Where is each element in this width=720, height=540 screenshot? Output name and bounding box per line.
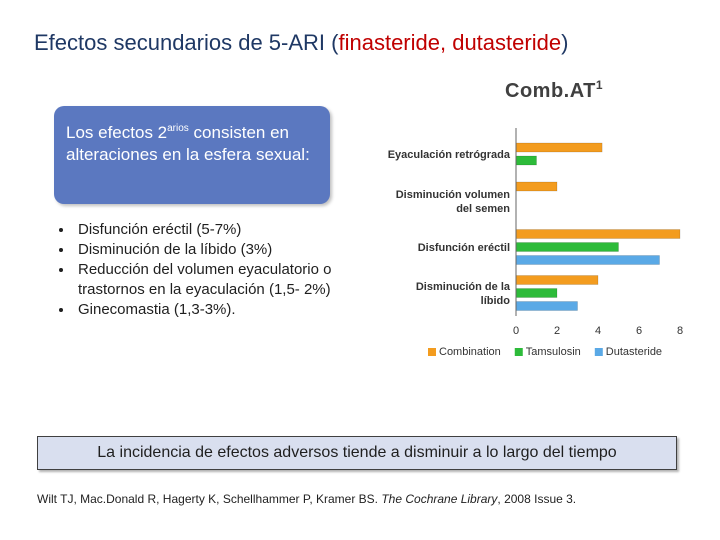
title-drugs: finasteride, dutasteride <box>338 30 562 55</box>
info-text-after: consisten en alteraciones en la esfera s… <box>66 123 310 164</box>
bar-dutasteride <box>515 255 660 265</box>
bar-combination <box>515 275 599 285</box>
bar-tamsulosin <box>515 242 619 252</box>
x-tick-label: 2 <box>554 325 560 337</box>
legend-label-dutasteride: Dutasteride <box>606 346 662 358</box>
citation: Wilt TJ, Mac.Donald R, Hagerty K, Schell… <box>37 492 576 506</box>
chart-title-text: Comb.AT <box>505 80 596 102</box>
slide-title: Efectos secundarios de 5-ARI (finasterid… <box>34 30 568 56</box>
side-effects-bar-chart: Eyaculación retrógrada Disminución volume… <box>388 128 683 358</box>
chart-title: Comb.AT1 <box>505 78 603 103</box>
category-label: Disfunción eréctil <box>418 242 510 254</box>
citation-authors: Wilt TJ, Mac.Donald R, Hagerty K, Schell… <box>37 492 382 506</box>
bar-tamsulosin <box>515 288 558 298</box>
x-tick-label: 6 <box>636 325 642 337</box>
legend-swatch-dutasteride <box>594 348 603 356</box>
bullet-item: Disminución de la líbido (3%) <box>74 240 364 260</box>
legend-label-tamsulosin: Tamsulosin <box>526 346 581 358</box>
info-superscript: arios <box>167 123 189 134</box>
category-label: del semen <box>456 203 510 215</box>
info-box: Los efectos 2arios consisten en alteraci… <box>54 106 330 204</box>
info-text-before: Los efectos 2 <box>66 123 168 142</box>
citation-journal: The Cochrane Library <box>381 492 498 506</box>
legend-label-combination: Combination <box>439 346 501 358</box>
bar-combination <box>515 181 558 192</box>
bar-combination <box>515 142 603 153</box>
legend-swatch-combination <box>428 348 436 356</box>
x-tick-label: 0 <box>513 325 519 337</box>
category-label: Disminución de la <box>416 281 511 293</box>
x-tick-label: 8 <box>677 325 683 337</box>
bar-tamsulosin <box>515 155 537 166</box>
citation-rest: , 2008 Issue 3. <box>497 492 577 506</box>
legend-swatch-tamsulosin <box>514 348 523 356</box>
bullet-item: Disfunción eréctil (5-7%) <box>74 220 364 240</box>
category-label: Eyaculación retrógrada <box>388 149 511 161</box>
title-main: Efectos secundarios de 5-ARI ( <box>34 30 339 55</box>
x-tick-label: 4 <box>595 325 601 337</box>
bullet-item: Ginecomastia (1,3-3%). <box>74 300 364 320</box>
conclusion-banner: La incidencia de efectos adversos tiende… <box>37 436 677 470</box>
category-label: Disminución volumen <box>396 189 511 201</box>
title-close: ) <box>561 30 569 55</box>
bar-dutasteride <box>515 301 578 311</box>
bullet-item: Reducción del volumen eyaculatorio o tra… <box>74 260 364 300</box>
bar-combination <box>515 229 681 239</box>
side-effects-list: Disfunción eréctil (5-7%) Disminución de… <box>60 220 364 320</box>
category-label: líbido <box>481 295 511 307</box>
chart-title-superscript: 1 <box>595 78 604 92</box>
